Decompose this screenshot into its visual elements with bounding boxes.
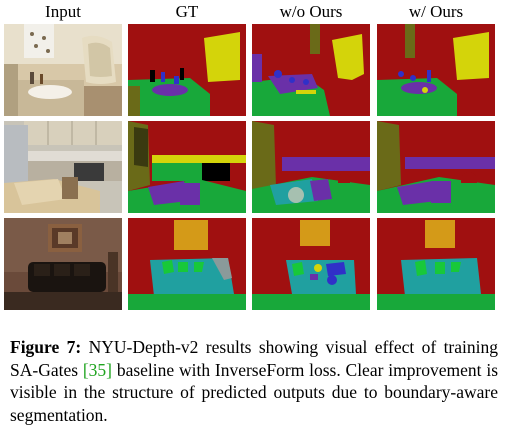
row2-without-ours-prediction	[252, 121, 370, 213]
row2-input-photo	[4, 121, 122, 213]
caption-text-2: baseline with InverseForm loss. Clear im…	[10, 359, 499, 425]
column-header-without-ours: w/o Ours	[279, 2, 343, 21]
row1-gt-segmentation	[128, 24, 246, 116]
column-header-with-ours: w/ Ours	[408, 2, 464, 21]
row1-without-ours-prediction	[252, 24, 370, 116]
row2-gt-segmentation	[128, 121, 246, 213]
figure-label: Figure 7:	[10, 337, 82, 357]
row3-without-ours-prediction	[252, 218, 370, 310]
row2-with-ours-prediction	[377, 121, 495, 213]
figure-caption: Figure 7: NYU-Depth-v2 results showing v…	[10, 336, 498, 426]
column-header-input: Input	[45, 2, 81, 21]
row1-input-photo	[4, 24, 122, 116]
caption-text-1: NYU-Depth-v2 results showing visual effe…	[10, 337, 498, 380]
citation-link[interactable]: [35]	[82, 359, 113, 380]
row3-input-photo	[4, 218, 122, 310]
row1-with-ours-prediction	[377, 24, 495, 116]
column-header-gt: GT	[175, 2, 199, 21]
row3-gt-segmentation	[128, 218, 246, 310]
row3-with-ours-prediction	[377, 218, 495, 310]
